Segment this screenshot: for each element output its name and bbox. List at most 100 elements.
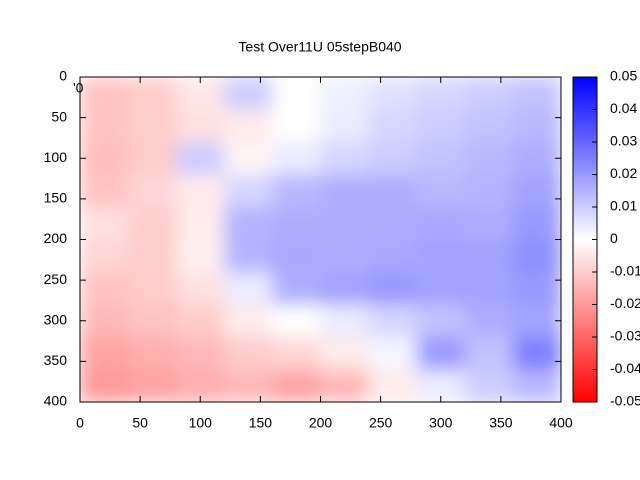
heatmap-cell xyxy=(176,239,225,273)
heatmap-cell xyxy=(128,109,177,143)
colorbar-tick-label: -0.02 xyxy=(610,295,640,311)
heatmap-cell xyxy=(272,207,321,240)
heatmap-cell xyxy=(224,77,273,110)
heatmap-cell xyxy=(512,207,561,240)
heatmap-cell xyxy=(272,174,321,208)
heatmap-cell xyxy=(224,337,273,370)
x-tick-label: 100 xyxy=(189,415,213,431)
heatmap-cell xyxy=(272,142,321,175)
heatmap-cell xyxy=(512,369,561,402)
colorbar-tick-label: -0.03 xyxy=(610,328,640,344)
heatmap-cell xyxy=(464,304,514,338)
heatmap-cell xyxy=(80,174,129,208)
heatmap-cell xyxy=(464,337,514,370)
heatmap-cell xyxy=(176,207,225,240)
heatmap-cell xyxy=(368,77,418,110)
heatmap-cell xyxy=(176,272,225,305)
heatmap-cell xyxy=(80,207,129,240)
heatmap-cell xyxy=(272,369,321,402)
heatmap-cell xyxy=(176,304,225,338)
x-tick-label: 0 xyxy=(76,415,84,431)
heatmap-cell xyxy=(272,304,321,338)
heatmap-cell xyxy=(224,369,273,402)
heatmap-cell xyxy=(128,77,177,110)
heatmap-cell xyxy=(416,109,466,143)
x-tick-label: 350 xyxy=(489,415,513,431)
heatmap-cell xyxy=(416,239,466,273)
y-tick-label: 50 xyxy=(51,108,67,124)
heatmap-cell xyxy=(512,77,561,110)
heatmap-cell xyxy=(176,142,225,175)
heatmap-cell xyxy=(512,174,561,208)
x-tick-label: 200 xyxy=(309,415,333,431)
heatmap-cell xyxy=(464,369,514,402)
heatmap-cell xyxy=(512,304,561,338)
colorbar-tick-label: -0.05 xyxy=(610,393,640,409)
heatmap-cell xyxy=(320,109,370,143)
x-tick-label: 150 xyxy=(249,415,273,431)
heatmap-cell xyxy=(128,369,177,402)
heatmap-cell xyxy=(272,337,321,370)
heatmap-cell xyxy=(320,239,370,273)
colorbar-tick-label: 0 xyxy=(610,230,618,246)
heatmap xyxy=(80,77,561,402)
heatmap-cell xyxy=(368,109,418,143)
heatmap-cell xyxy=(512,337,561,370)
heatmap-cell xyxy=(224,272,273,305)
heatmap-cell xyxy=(320,337,370,370)
heatmap-cell xyxy=(416,207,466,240)
heatmap-cell xyxy=(320,77,370,110)
heatmap-cell xyxy=(224,109,273,143)
heatmap-cell xyxy=(368,239,418,273)
heatmap-cell xyxy=(368,142,418,175)
heatmap-cell xyxy=(368,272,418,305)
colorbar-tick-label: -0.01 xyxy=(610,263,640,279)
heatmap-cell xyxy=(368,337,418,370)
heatmap-cell xyxy=(416,337,466,370)
colorbar-tick-label: 0.01 xyxy=(610,198,637,214)
heatmap-cell xyxy=(224,142,273,175)
heatmap-cell xyxy=(176,109,225,143)
heatmap-cell xyxy=(272,77,321,110)
heatmap-cell xyxy=(272,109,321,143)
heatmap-cell xyxy=(80,304,129,338)
heatmap-cell xyxy=(512,142,561,175)
heatmap-cell xyxy=(80,109,129,143)
heatmap-cell xyxy=(320,174,370,208)
heatmap-cell xyxy=(464,207,514,240)
y-tick-label: 250 xyxy=(44,271,68,287)
heatmap-cell xyxy=(128,174,177,208)
heatmap-cell xyxy=(128,207,177,240)
heatmap-cell xyxy=(464,272,514,305)
heatmap-cell xyxy=(512,109,561,143)
heatmap-cell xyxy=(224,207,273,240)
heatmap-cell xyxy=(416,272,466,305)
heatmap-cell xyxy=(320,369,370,402)
heatmap-cell xyxy=(416,304,466,338)
heatmap-cell xyxy=(128,239,177,273)
heatmap-cell xyxy=(128,304,177,338)
heatmap-cell xyxy=(80,77,129,110)
heatmap-cell xyxy=(128,272,177,305)
heatmap-cell xyxy=(320,272,370,305)
heatmap-cell xyxy=(224,174,273,208)
heatmap-cell xyxy=(80,272,129,305)
heatmap-cell xyxy=(368,369,418,402)
heatmap-cell xyxy=(368,304,418,338)
heatmap-cell xyxy=(464,174,514,208)
colorbar-tick-label: 0.02 xyxy=(610,165,637,181)
colorbar-tick-label: 0.04 xyxy=(610,100,637,116)
heatmap-cell xyxy=(416,142,466,175)
y-tick-label: 300 xyxy=(44,311,68,327)
heatmap-cell xyxy=(224,304,273,338)
heatmap-cell xyxy=(272,239,321,273)
heatmap-cell xyxy=(320,207,370,240)
heatmap-cell xyxy=(80,142,129,175)
y-tick-label: 350 xyxy=(44,352,68,368)
heatmap-cell xyxy=(80,337,129,370)
colorbar-tick-label: 0.05 xyxy=(610,68,637,84)
heatmap-cell xyxy=(80,239,129,273)
heatmap-cell xyxy=(128,337,177,370)
x-tick-label: 400 xyxy=(549,415,573,431)
heatmap-cell xyxy=(368,207,418,240)
